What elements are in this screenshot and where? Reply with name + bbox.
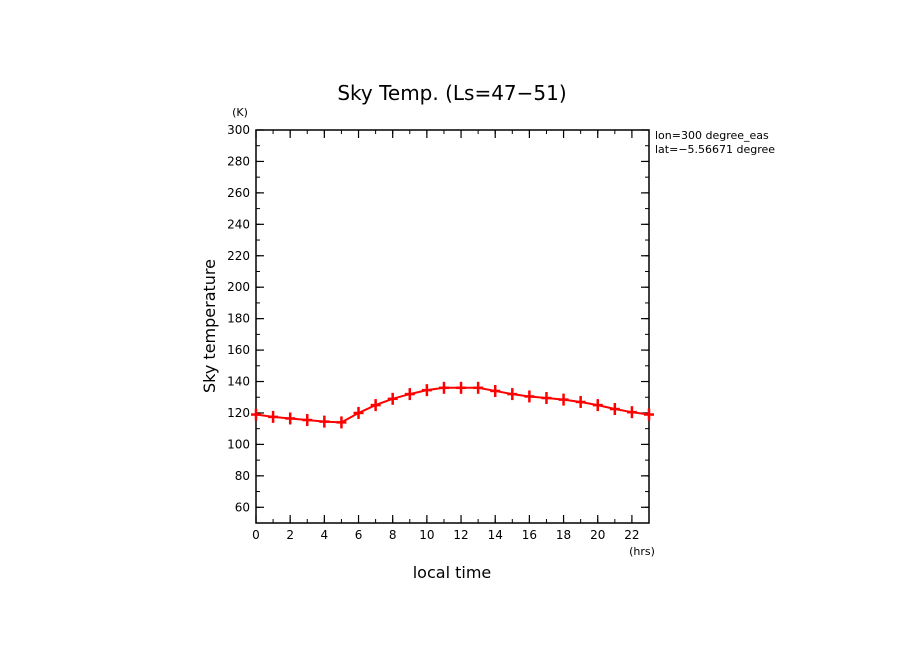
y-tick-label: 200 bbox=[227, 280, 250, 294]
data-point-marker bbox=[302, 414, 313, 427]
data-point-marker bbox=[456, 381, 467, 394]
data-point-marker bbox=[592, 399, 603, 412]
data-point-marker bbox=[404, 388, 415, 401]
data-marks bbox=[251, 381, 654, 429]
y-tick-label: 280 bbox=[227, 154, 250, 168]
y-tick-label: 120 bbox=[227, 406, 250, 420]
y-tick-label: 60 bbox=[235, 500, 250, 514]
x-tick-label: 10 bbox=[419, 528, 434, 542]
data-point-marker bbox=[285, 412, 296, 425]
y-tick-label: 80 bbox=[235, 469, 250, 483]
axes: 0 2 4 6 8 10 12 14 16 18 20 22 60 80 100 120 140 160 180 20… bbox=[227, 123, 650, 542]
data-point-marker bbox=[558, 393, 569, 406]
y-tick-label: 300 bbox=[227, 123, 250, 137]
x-tick-label: 22 bbox=[624, 528, 639, 542]
y-tick-label: 220 bbox=[227, 249, 250, 263]
annotation-lon: lon=300 degree_eas bbox=[655, 129, 769, 142]
data-point-marker bbox=[421, 384, 432, 397]
data-point-marker bbox=[319, 415, 330, 428]
x-tick-label: 4 bbox=[321, 528, 329, 542]
plot-frame bbox=[255, 129, 650, 524]
data-point-marker bbox=[626, 406, 637, 419]
data-point-marker bbox=[473, 381, 484, 394]
y-tick-label: 240 bbox=[227, 217, 250, 231]
data-point-marker bbox=[507, 388, 518, 401]
x-tick-label: 6 bbox=[355, 528, 363, 542]
x-tick-label: 18 bbox=[556, 528, 571, 542]
data-point-marker bbox=[524, 390, 535, 403]
data-point-marker bbox=[438, 381, 449, 394]
data-point-marker bbox=[370, 399, 381, 412]
chart-title: Sky Temp. (Ls=47−51) bbox=[337, 81, 566, 105]
data-point-marker bbox=[387, 392, 398, 405]
data-point-marker bbox=[541, 392, 552, 405]
y-axis-label: Sky temperature bbox=[200, 259, 219, 393]
x-tick-label: 0 bbox=[252, 528, 260, 542]
x-tick-label: 12 bbox=[453, 528, 468, 542]
x-tick-label: 2 bbox=[286, 528, 294, 542]
series-line bbox=[255, 386, 650, 424]
y-tick-label: 140 bbox=[227, 375, 250, 389]
data-point-marker bbox=[644, 408, 654, 421]
data-point-marker bbox=[353, 406, 364, 419]
data-point-marker bbox=[336, 416, 347, 429]
x-tick-label: 20 bbox=[590, 528, 605, 542]
y-tick-label: 160 bbox=[227, 343, 250, 357]
data-point-marker bbox=[268, 410, 279, 423]
data-point-marker bbox=[575, 395, 586, 408]
x-tick-label: 16 bbox=[522, 528, 537, 542]
data-point-marker bbox=[609, 403, 620, 416]
y-unit-label: (K) bbox=[232, 106, 248, 119]
x-unit-label: (hrs) bbox=[629, 545, 655, 558]
data-point-marker bbox=[251, 408, 261, 421]
y-tick-label: 100 bbox=[227, 437, 250, 451]
annotation-lat: lat=−5.56671 degree bbox=[655, 143, 775, 156]
x-axis-label: local time bbox=[413, 563, 492, 582]
y-tick-label: 260 bbox=[227, 186, 250, 200]
data-point-marker bbox=[490, 384, 501, 397]
x-tick-label: 14 bbox=[488, 528, 503, 542]
x-tick-label: 8 bbox=[389, 528, 397, 542]
y-tick-label: 180 bbox=[227, 312, 250, 326]
